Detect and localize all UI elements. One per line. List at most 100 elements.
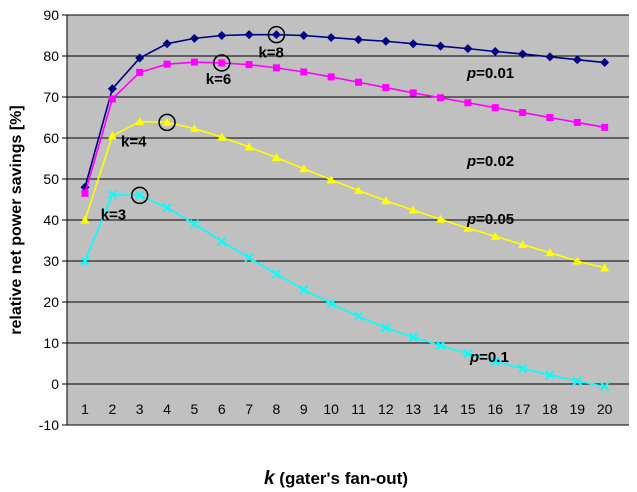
y-tick-label: 60 — [43, 130, 59, 146]
x-tick-label: 10 — [323, 401, 339, 417]
x-tick-label: 19 — [570, 401, 586, 417]
data-point — [244, 30, 254, 40]
y-tick-label: 90 — [43, 7, 59, 23]
data-point — [163, 60, 171, 68]
data-point — [353, 311, 364, 322]
data-point — [408, 332, 418, 342]
series-line — [84, 61, 605, 194]
data-point — [464, 99, 472, 107]
series-label: p=0.1 — [469, 349, 509, 366]
series-1 — [80, 30, 610, 192]
data-point — [435, 340, 446, 351]
data-point — [218, 59, 226, 67]
data-point — [189, 33, 199, 43]
data-point — [108, 95, 116, 103]
data-point — [299, 164, 309, 173]
data-point — [437, 94, 445, 102]
data-point — [601, 123, 609, 131]
optimum-label: k=4 — [121, 133, 147, 150]
data-point — [107, 84, 117, 94]
series-label-prefix: p — [469, 349, 479, 366]
x-tick-label: 9 — [300, 401, 308, 417]
series-label-value: =0.1 — [479, 349, 509, 366]
x-tick-label: 16 — [487, 401, 503, 417]
data-point — [463, 348, 473, 359]
data-point — [408, 205, 418, 214]
optimum-label: k=8 — [258, 45, 283, 62]
data-point — [381, 36, 391, 46]
y-tick-label: 50 — [43, 171, 59, 187]
series-label-value: =0.05 — [476, 211, 514, 228]
series-label: p=0.02 — [466, 153, 514, 170]
series-line — [84, 193, 605, 388]
y-tick-label: 20 — [43, 294, 59, 310]
series-line — [84, 120, 605, 269]
data-point — [354, 35, 363, 45]
data-point — [599, 381, 610, 392]
x-tick-label: 2 — [108, 401, 116, 417]
data-point — [355, 78, 362, 86]
data-point — [107, 189, 118, 200]
y-axis-label: relative net power savings [%] — [8, 105, 25, 334]
data-point — [271, 269, 282, 279]
x-tick-label: 17 — [515, 401, 531, 417]
data-point — [326, 298, 336, 309]
series-label-value: =0.01 — [476, 65, 514, 82]
data-point — [81, 189, 89, 197]
x-axis-label: k (gater's fan-out) — [264, 468, 408, 489]
data-point — [136, 68, 144, 76]
data-point — [189, 219, 200, 229]
x-tick-label: 6 — [218, 401, 226, 417]
data-point — [217, 132, 227, 141]
data-point — [546, 114, 554, 121]
x-tick-label: 18 — [542, 401, 558, 417]
data-point — [244, 142, 254, 151]
x-tick-label: 3 — [136, 401, 144, 417]
x-axis-label-rest: (gater's fan-out) — [275, 469, 408, 488]
data-point — [326, 33, 336, 43]
series-label-prefix: p — [466, 153, 476, 170]
data-point — [600, 58, 610, 68]
y-tick-label: 30 — [43, 253, 59, 269]
y-tick-label: 10 — [43, 335, 59, 351]
data-point — [135, 53, 145, 63]
data-point — [189, 124, 199, 133]
data-point — [135, 117, 145, 126]
data-point — [271, 30, 281, 40]
x-axis-label-italic: k — [264, 468, 276, 489]
data-point — [463, 44, 473, 54]
data-point — [107, 131, 117, 140]
data-point — [299, 284, 309, 295]
data-point — [518, 49, 528, 59]
data-point — [134, 190, 145, 201]
x-tick-label: 4 — [163, 401, 171, 417]
data-point — [217, 31, 227, 40]
series-label-prefix: p — [466, 65, 476, 82]
data-point — [162, 39, 172, 49]
data-point — [245, 61, 253, 69]
series-line — [84, 33, 605, 188]
x-tick-label: 5 — [191, 401, 199, 417]
data-point — [271, 153, 281, 162]
optimum-circle — [158, 113, 176, 132]
y-tick-label: 0 — [51, 376, 59, 392]
data-point — [299, 31, 309, 40]
data-point — [490, 231, 500, 240]
y-tick-label: 80 — [43, 48, 59, 64]
data-point — [408, 39, 418, 49]
data-point — [272, 64, 280, 72]
data-point — [381, 196, 391, 205]
series-label: p=0.01 — [466, 65, 514, 82]
data-point — [162, 202, 172, 213]
data-point — [381, 323, 391, 333]
series-label-prefix: p — [466, 211, 476, 228]
series-layer — [80, 30, 610, 392]
data-point — [382, 84, 390, 92]
data-point — [572, 55, 582, 65]
x-tick-label: 15 — [460, 401, 476, 417]
x-tick-label: 1 — [81, 401, 89, 417]
x-tick-label: 14 — [433, 401, 449, 417]
x-tick-label: 12 — [378, 401, 394, 417]
